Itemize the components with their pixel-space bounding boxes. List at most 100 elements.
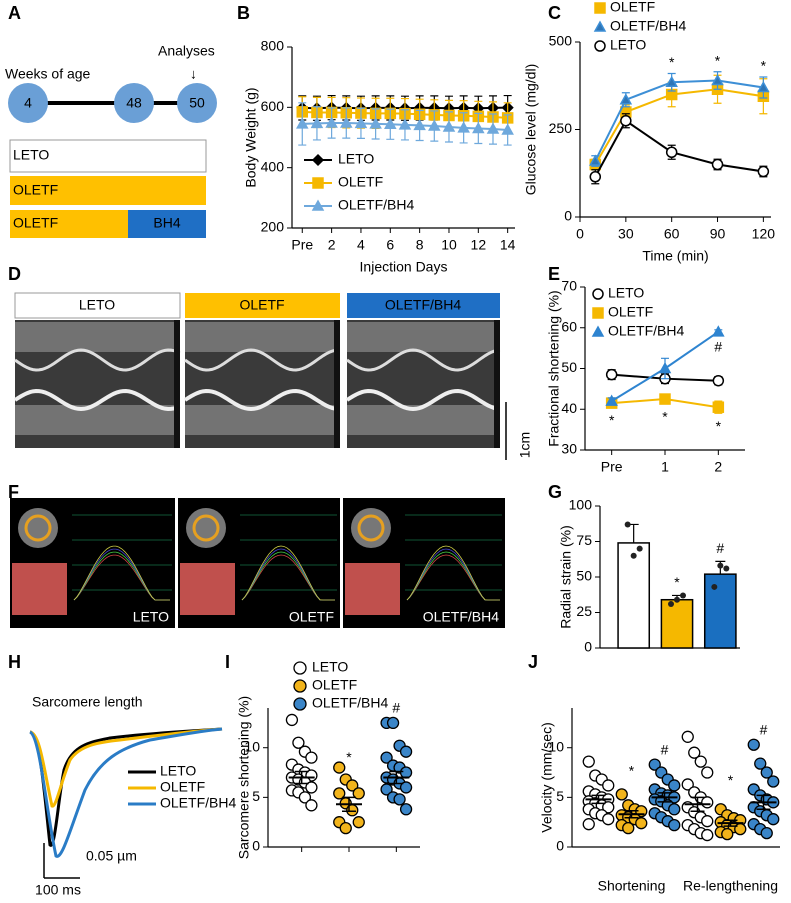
sarcomere-panel: Sarcomere length 0.05 µm 100 ms bbox=[32, 694, 143, 898]
x-tick-label: 14 bbox=[500, 237, 516, 253]
point bbox=[582, 818, 595, 831]
y-tick-label: 75 bbox=[576, 532, 592, 548]
annotation: * bbox=[669, 54, 675, 70]
echo-scale-strip bbox=[494, 320, 500, 448]
timeline-week: 50 bbox=[189, 95, 205, 111]
panel-label: B bbox=[237, 3, 250, 23]
point bbox=[333, 761, 346, 774]
sarcomere-title: Sarcomere length bbox=[32, 694, 143, 710]
point bbox=[648, 758, 661, 771]
panel-label: I bbox=[225, 652, 230, 672]
y-axis-title: Glucose level (mg/dl) bbox=[523, 64, 539, 196]
point bbox=[712, 374, 725, 387]
point bbox=[757, 165, 770, 178]
series-line bbox=[594, 119, 764, 178]
y-tick-label: 70 bbox=[561, 278, 577, 294]
panel-label: E bbox=[548, 264, 560, 284]
x-axis-title: Injection Days bbox=[360, 259, 448, 275]
point bbox=[658, 361, 672, 374]
error-bar bbox=[723, 819, 738, 827]
sarcomere-trace bbox=[28, 727, 223, 858]
bar bbox=[617, 542, 651, 649]
point bbox=[352, 787, 365, 800]
point bbox=[754, 757, 767, 770]
annotation: # bbox=[760, 721, 768, 737]
legend-marker bbox=[591, 325, 605, 337]
point bbox=[340, 116, 353, 128]
annotation: * bbox=[662, 409, 668, 425]
x-tick-label: Pre bbox=[291, 237, 313, 253]
y-tick-label: 0 bbox=[564, 208, 572, 224]
point bbox=[399, 803, 413, 816]
x-tick-label: 120 bbox=[752, 226, 776, 242]
analyses-arrow: ↓ bbox=[190, 66, 197, 82]
point bbox=[723, 565, 730, 572]
timeline-panel: Weeks of age Analyses ↓ 4 48 50 LETO OLE… bbox=[5, 43, 217, 238]
panel-label: H bbox=[8, 652, 21, 672]
legend-label: OLETF bbox=[608, 304, 653, 320]
error-bar bbox=[591, 794, 606, 805]
legend-marker bbox=[594, 2, 606, 14]
panel-label: A bbox=[8, 3, 21, 23]
point bbox=[711, 583, 718, 590]
timeline-title: Weeks of age bbox=[5, 66, 91, 82]
point bbox=[501, 123, 514, 135]
point bbox=[760, 826, 773, 840]
point bbox=[711, 158, 724, 171]
point bbox=[712, 325, 725, 337]
strain-image-label: LETO bbox=[133, 609, 169, 625]
point bbox=[346, 779, 359, 792]
legend-label: OLETF/BH4 bbox=[338, 197, 414, 213]
point bbox=[428, 119, 441, 131]
series-line bbox=[594, 88, 764, 166]
point bbox=[486, 122, 500, 134]
legend-label: OLETF/BH4 bbox=[608, 323, 684, 339]
y-tick-label: 10 bbox=[244, 738, 260, 754]
point bbox=[668, 819, 681, 832]
legend-label: OLETF/BH4 bbox=[610, 18, 686, 34]
annotation: * bbox=[674, 574, 680, 590]
point bbox=[615, 788, 628, 801]
point bbox=[305, 751, 318, 764]
strain-ring bbox=[357, 514, 385, 542]
x-tick-label: Pre bbox=[601, 459, 623, 475]
strain-map bbox=[180, 563, 235, 615]
legend-label: LETO bbox=[312, 659, 348, 675]
point bbox=[665, 75, 678, 87]
x-axis-title: Time (min) bbox=[642, 248, 708, 264]
point bbox=[393, 793, 406, 806]
point bbox=[605, 394, 618, 406]
y-tick-label: 60 bbox=[561, 318, 577, 334]
point bbox=[582, 755, 595, 768]
x-tick-label: Shortening bbox=[598, 878, 666, 894]
error-bar bbox=[690, 796, 705, 813]
point bbox=[694, 755, 707, 768]
echo-header bbox=[185, 293, 340, 318]
echo-wall bbox=[346, 348, 501, 372]
echo-panel: LETO OLETF OLETF/BH4 1cm bbox=[14, 292, 533, 460]
annotation: * bbox=[629, 763, 635, 779]
annotation: # bbox=[392, 700, 400, 716]
panel-label: D bbox=[8, 264, 21, 284]
group-box bbox=[10, 176, 206, 205]
group-label: LETO bbox=[13, 147, 49, 163]
legend-marker bbox=[592, 307, 604, 319]
bar bbox=[660, 598, 694, 649]
point bbox=[292, 736, 305, 749]
treatment-label: BH4 bbox=[153, 215, 180, 231]
timeline-week: 48 bbox=[126, 95, 142, 111]
point bbox=[354, 116, 368, 129]
point bbox=[605, 368, 618, 381]
error-bar bbox=[756, 794, 771, 811]
echo-image-band bbox=[185, 322, 340, 352]
point bbox=[712, 401, 725, 413]
bar bbox=[703, 573, 737, 649]
point bbox=[298, 791, 312, 804]
legend-marker bbox=[593, 20, 607, 32]
point bbox=[701, 766, 714, 779]
legend-label: OLETF/BH4 bbox=[312, 695, 388, 711]
point bbox=[310, 116, 324, 129]
point bbox=[333, 787, 346, 800]
strain-echo bbox=[186, 508, 226, 548]
echo-wall bbox=[183, 389, 339, 412]
